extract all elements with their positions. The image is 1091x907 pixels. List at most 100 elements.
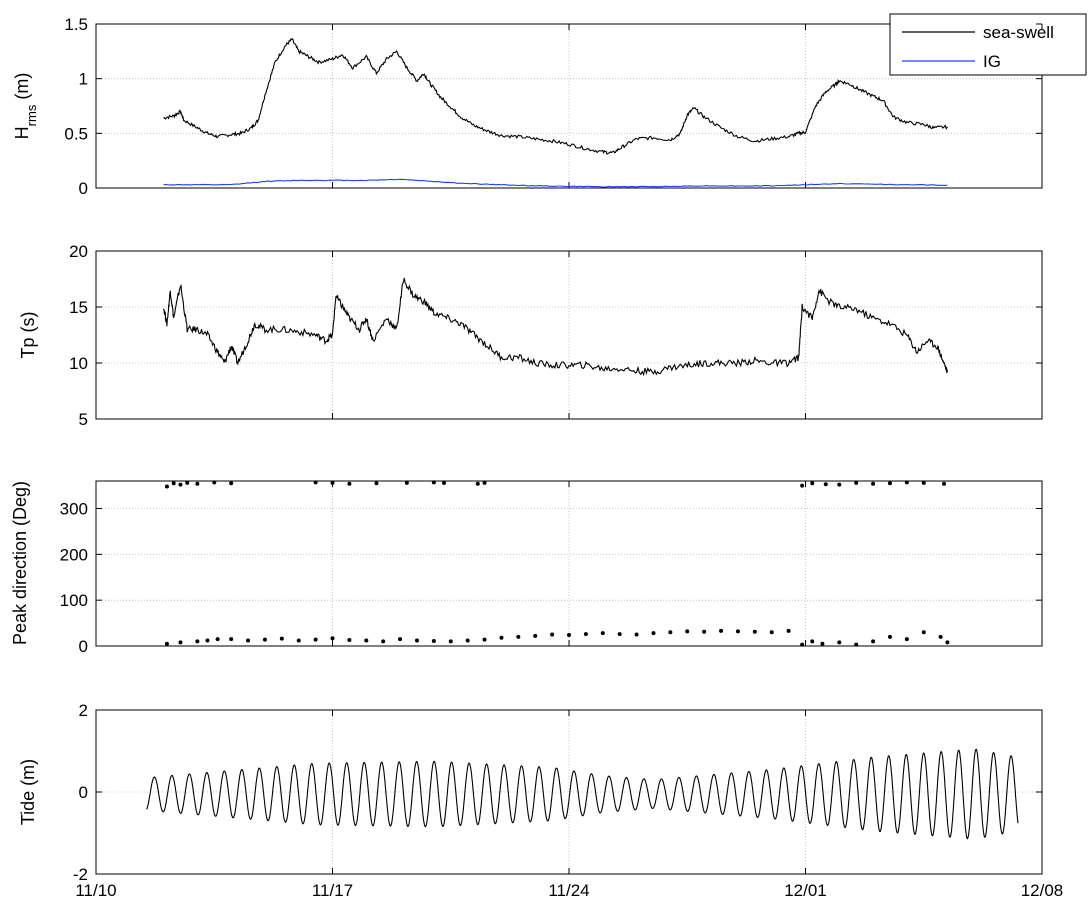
scatter-point [786, 628, 791, 633]
scatter-point [330, 636, 335, 641]
scatter-point [938, 634, 943, 639]
scatter-point [685, 629, 690, 634]
scatter-point [364, 638, 369, 643]
y-tick-label: 5 [79, 410, 88, 429]
y-tick-label: -2 [73, 865, 88, 884]
series-ig [163, 178, 948, 188]
scatter-point [374, 481, 379, 486]
scatter-point [330, 480, 335, 485]
scatter-point [215, 637, 220, 642]
x-tick-label: 12/08 [1021, 881, 1064, 900]
series-1-0 [163, 277, 948, 377]
scatter-point [195, 639, 200, 644]
scatter-point [164, 641, 169, 646]
scatter-point [195, 481, 200, 486]
scatter-point [482, 637, 487, 642]
scatter-point [533, 633, 538, 638]
scatter-point [448, 639, 453, 644]
scatter-point [550, 632, 555, 637]
ylabel-suffix: (m) [12, 73, 32, 105]
ylabel-sub: rms [24, 104, 39, 126]
x-tick-label: 11/24 [548, 881, 589, 900]
scatter-point [414, 638, 419, 643]
y-tick-label: 20 [69, 242, 88, 261]
scatter-point [871, 481, 876, 486]
scatter-point [583, 632, 588, 637]
scatter-point [634, 632, 639, 637]
panel-hrms: Hrms (m) sea-swell IG 0 0.5 1 1.5 [12, 13, 1087, 198]
y-tick-label: 10 [69, 354, 88, 373]
legend-box [889, 13, 1087, 76]
scatter-point [820, 641, 825, 646]
y-tick-label: 0 [79, 637, 88, 656]
scatter-point [347, 638, 352, 643]
scatter-point [854, 642, 859, 647]
x-tick-label: 12/01 [784, 881, 827, 900]
scatter-point [205, 638, 210, 643]
scatter-point [942, 481, 947, 486]
scatter-point [178, 640, 183, 645]
legend-label-sea-swell: sea-swell [983, 23, 1054, 42]
scatter-point [246, 638, 251, 643]
scatter-point [296, 638, 301, 643]
scatter-point [651, 631, 656, 636]
scatter-point [482, 480, 487, 485]
scatter-point [229, 481, 234, 486]
scatter-point [262, 637, 267, 642]
y-tick-label: 1.5 [64, 15, 88, 34]
scatter-point [719, 628, 724, 633]
scatter-point [837, 482, 842, 487]
scatter-point [431, 480, 436, 485]
scatter-point [921, 630, 926, 635]
scatter-point [171, 481, 176, 486]
scatter-point [600, 631, 605, 636]
x-tick-label: 11/17 [312, 881, 353, 900]
y-tick-label: 15 [69, 298, 88, 317]
y-tick-label: 1 [79, 70, 88, 89]
y-axis-label-tp: Tp (s) [18, 312, 38, 359]
y-axis-label-hrms: Hrms (m) [12, 73, 39, 140]
y-tick-label: 0 [79, 179, 88, 198]
scatter-point [212, 480, 217, 485]
scatter-point [516, 634, 521, 639]
scatter-point [769, 630, 774, 635]
scatter-point [823, 482, 828, 487]
scatter-point [381, 639, 386, 644]
ylabel-main: H [12, 126, 32, 139]
scatter-point [810, 481, 815, 486]
scatter-point [441, 480, 446, 485]
y-tick-label: 200 [60, 545, 88, 564]
scatter-point [164, 484, 169, 489]
scatter-point [313, 637, 318, 642]
y-tick-label: 0.5 [64, 124, 88, 143]
y-tick-label: 2 [79, 701, 88, 720]
scatter-point [398, 637, 403, 642]
scatter-point [921, 480, 926, 485]
scatter-point [904, 480, 909, 485]
y-tick-label: 300 [60, 500, 88, 519]
x-tick-label: 11/10 [75, 881, 116, 900]
scatter-point [465, 638, 470, 643]
series-tide [146, 748, 1019, 840]
scatter-point [887, 634, 892, 639]
legend-label-ig: IG [983, 52, 1001, 71]
scatter-point [185, 480, 190, 485]
scatter-point [887, 481, 892, 486]
scatter-point [800, 483, 805, 488]
scatter-point [810, 639, 815, 644]
scatter-point [475, 481, 480, 486]
y-axis-label-peak-direction: Peak direction (Deg) [10, 481, 30, 645]
scatter-point [854, 480, 859, 485]
panel-tide: Tide (m) -2 0 2 11/10 11/17 11/24 12/01 12/08 [18, 701, 1063, 900]
panel-tp: Tp (s) 5 10 15 20 [18, 242, 1043, 429]
scatter-point [499, 635, 504, 640]
scatter-point [279, 636, 284, 641]
scatter-point [229, 637, 234, 642]
scatter-point [735, 629, 740, 634]
y-tick-label: 0 [79, 783, 88, 802]
scatter-point [431, 638, 436, 643]
scatter-point [617, 632, 622, 637]
series-sea-swell [163, 37, 948, 155]
